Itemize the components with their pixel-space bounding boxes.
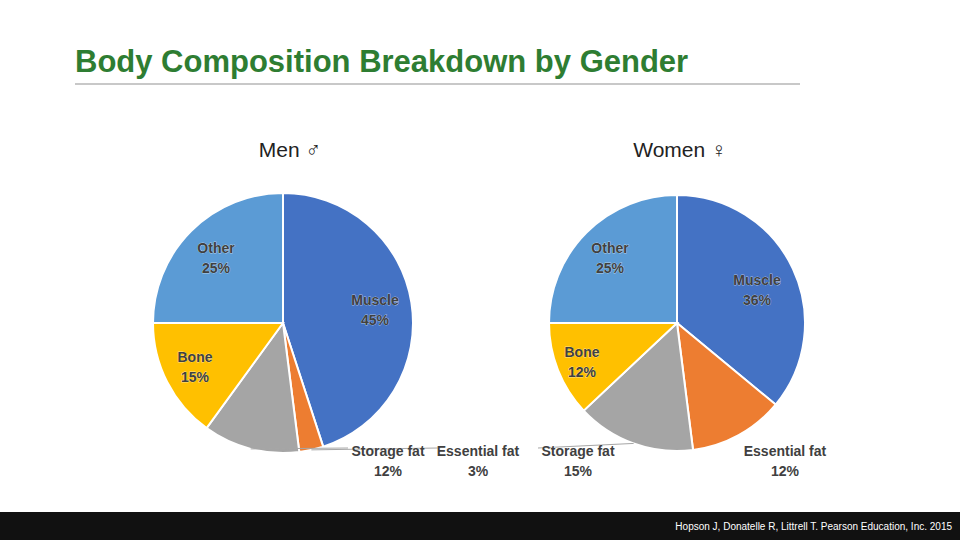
data-label: Bone 15% [178, 349, 213, 385]
footer-bar [0, 512, 960, 540]
label-category: Storage fat [351, 443, 424, 459]
data-label: Other 25% [197, 240, 235, 276]
label-category: Storage fat [541, 443, 614, 459]
chart-title: Men ♂ [259, 138, 321, 161]
label-category: Other [591, 240, 629, 256]
source: Hopson J, Donatelle R, Littrell T. Pears… [675, 521, 952, 532]
slices [153, 193, 413, 453]
label-value: 36% [743, 292, 772, 308]
label-category: Muscle [733, 272, 781, 288]
label-value: 12% [568, 364, 597, 380]
label-value: 25% [596, 260, 625, 276]
leader-line [251, 448, 348, 450]
labels: Muscle 36% Essential fat 12% Storage fat 15% B… [538, 240, 827, 479]
data-label: Muscle 45% [351, 292, 399, 328]
label-category: Essential fat [744, 443, 827, 459]
label-value: 15% [564, 463, 593, 479]
pie-slice [677, 323, 776, 450]
data-label: Muscle 36% [733, 272, 781, 308]
label-value: 45% [361, 312, 390, 328]
label-category: Bone [178, 349, 213, 365]
page-title: Body Composition Breakdown by Gender [75, 44, 688, 79]
data-label: Other 25% [591, 240, 629, 276]
data-label: Storage fat 15% [541, 443, 614, 479]
label-value: 25% [202, 260, 231, 276]
label-category: Muscle [351, 292, 399, 308]
label-value: 15% [181, 369, 210, 385]
label-category: Other [197, 240, 235, 256]
label-category: Essential fat [437, 443, 520, 459]
labels: Muscle 45% Essential fat 3% Storage fat 12% Bo… [178, 240, 520, 479]
data-label: Bone 12% [565, 344, 600, 380]
pie-slice [549, 195, 677, 323]
pie-slice [153, 323, 283, 428]
data-label: Essential fat 3% [437, 443, 520, 479]
pie-slice [549, 323, 677, 411]
chart-title: Women ♀ [633, 138, 727, 161]
pie-chart: Women ♀ Muscle 36% Essential fat 12% Storage … [538, 138, 827, 479]
label-value: 12% [374, 463, 403, 479]
page: {"title": "Body Composition Breakdown by… [0, 0, 960, 540]
data-label: Storage fat 12% [351, 443, 424, 479]
label-value: 3% [468, 463, 489, 479]
pie-chart: Men ♂ Muscle 45% Essential fat 3% Storage fat… [153, 138, 520, 479]
data-label: Essential fat 12% [744, 443, 827, 479]
canvas: Body Composition Breakdown by Gender Hops… [0, 0, 960, 540]
slices [549, 195, 805, 451]
label-category: Bone [565, 344, 600, 360]
pie-slice [153, 193, 283, 323]
title-rule [75, 83, 800, 85]
label-value: 12% [771, 463, 800, 479]
